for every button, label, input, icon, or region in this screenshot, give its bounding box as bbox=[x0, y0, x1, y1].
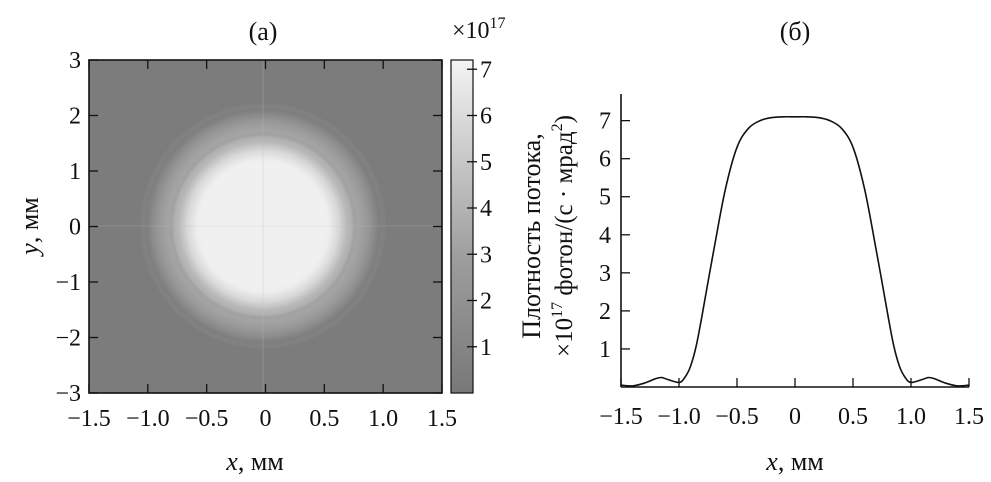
profile-y-tick-label: 5 bbox=[599, 185, 611, 211]
profile-y-tick-label: 1 bbox=[599, 337, 611, 363]
colorbar-tick-label: 6 bbox=[480, 104, 492, 130]
heatmap-y-tick-label: 3 bbox=[69, 48, 81, 74]
panel-b: (б) −1.5 −1.0 −0.5 0 0.5 1.0 1.5 1 2 3 4 5 6 7 x, мм… bbox=[517, 17, 984, 476]
colorbar-tick-label: 5 bbox=[480, 150, 492, 176]
profile-x-ticks: −1.5 −1.0 −0.5 0 0.5 1.0 1.5 bbox=[599, 378, 984, 430]
colorbar-tick-label: 2 bbox=[480, 289, 492, 315]
heatmap-y-tick-label: 0 bbox=[69, 215, 81, 241]
heatmap-y-tick-label: −1 bbox=[55, 270, 81, 296]
heatmap-x-tick-label: −1.0 bbox=[126, 406, 170, 432]
profile-y-label-line1: Плотность потока, bbox=[517, 133, 546, 338]
panel-a-label: (a) bbox=[249, 17, 278, 46]
colorbar-ticks: 1 2 3 4 5 6 7 bbox=[467, 57, 492, 361]
profile-y-tick-label: 4 bbox=[599, 223, 611, 249]
colorbar-tick-label: 7 bbox=[480, 57, 492, 83]
profile-y-tick-label: 3 bbox=[599, 261, 611, 287]
heatmap-x-tick-label: 1.0 bbox=[368, 406, 398, 432]
profile-y-tick-label: 6 bbox=[599, 147, 611, 173]
heatmap-y-tick-label: −3 bbox=[55, 381, 81, 407]
profile-x-tick-label: 0 bbox=[789, 404, 801, 430]
colorbar-tick-label: 1 bbox=[480, 335, 492, 361]
heatmap-x-ticks: −1.5 −1.0 −0.5 0 0.5 1.0 1.5 bbox=[67, 60, 457, 432]
colorbar: 1 2 3 4 5 6 7 ×1017 bbox=[450, 15, 506, 394]
heatmap-y-tick-label: 2 bbox=[69, 104, 81, 130]
profile-x-tick-label: −1.5 bbox=[599, 404, 643, 430]
profile-axes bbox=[620, 94, 969, 388]
profile-y-ticks: 1 2 3 4 5 6 7 bbox=[599, 109, 630, 363]
profile-x-tick-label: 1.5 bbox=[954, 404, 984, 430]
panel-a: (a) −1.5 −1.0 −0.5 0 0.5 1.0 1.5 3 2 1 0 −1 −2 −3 x,… bbox=[15, 15, 506, 476]
heatmap-y-tick-label: −2 bbox=[55, 326, 81, 352]
profile-y-label-line2: ×1017 фотон/(с · мрад2) bbox=[549, 115, 578, 357]
heatmap-y-ticks: 3 2 1 0 −1 −2 −3 bbox=[55, 48, 442, 407]
heatmap-x-tick-label: 1.5 bbox=[427, 406, 457, 432]
colorbar-multiplier: ×1017 bbox=[452, 15, 506, 44]
heatmap-x-tick-label: 0.5 bbox=[309, 406, 339, 432]
colorbar-tick-label: 3 bbox=[480, 242, 492, 268]
profile-y-tick-label: 7 bbox=[599, 109, 611, 135]
profile-x-label: x, мм bbox=[765, 447, 823, 476]
heatmap-x-tick-label: −1.5 bbox=[67, 406, 111, 432]
colorbar-gradient bbox=[450, 59, 474, 394]
heatmap-x-tick-label: −0.5 bbox=[185, 406, 229, 432]
profile-series-line bbox=[620, 115, 970, 387]
colorbar-tick-label: 4 bbox=[480, 196, 492, 222]
heatmap-y-label: y, мм bbox=[15, 197, 44, 257]
heatmap-y-tick-label: 1 bbox=[69, 159, 81, 185]
profile-x-tick-label: 1.0 bbox=[896, 404, 926, 430]
heatmap-x-label: x, мм bbox=[225, 447, 283, 476]
heatmap-plot bbox=[88, 59, 443, 394]
profile-y-tick-label: 2 bbox=[599, 299, 611, 325]
panel-b-label: (б) bbox=[780, 17, 811, 46]
profile-x-tick-label: −0.5 bbox=[715, 404, 759, 430]
profile-x-tick-label: 0.5 bbox=[838, 404, 868, 430]
heatmap-x-tick-label: 0 bbox=[260, 406, 272, 432]
profile-x-tick-label: −1.0 bbox=[657, 404, 701, 430]
